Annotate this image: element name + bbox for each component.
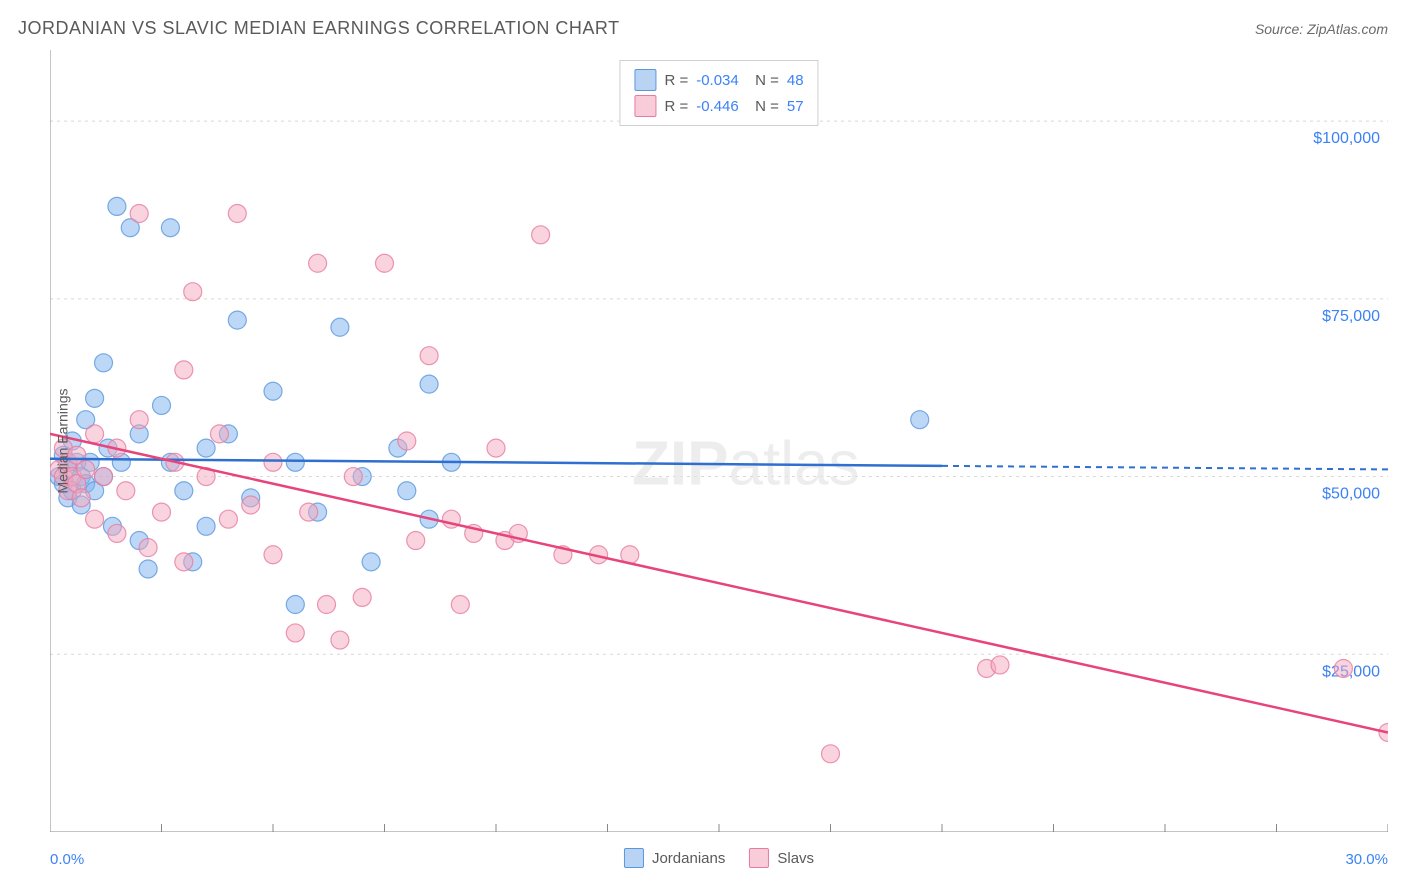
swatch-jordanians-icon	[624, 848, 644, 868]
chart-source: Source: ZipAtlas.com	[1255, 21, 1388, 37]
y-axis-label: Median Earnings	[55, 388, 71, 493]
x-max-label: 30.0%	[1345, 851, 1388, 868]
svg-text:$100,000: $100,000	[1313, 130, 1380, 147]
legend-label-jordanians: Jordanians	[652, 850, 725, 867]
correlation-legend: R = -0.034 N = 48 R = -0.446 N = 57	[619, 60, 818, 126]
svg-text:$75,000: $75,000	[1322, 308, 1380, 325]
legend-item-jordanians: Jordanians	[624, 848, 725, 868]
series-legend: Jordanians Slavs	[624, 848, 814, 868]
legend-row-slavs: R = -0.446 N = 57	[634, 93, 803, 119]
legend-label-slavs: Slavs	[777, 850, 814, 867]
n-value-slavs: 57	[787, 98, 804, 115]
legend-item-slavs: Slavs	[749, 848, 814, 868]
chart-title: JORDANIAN VS SLAVIC MEDIAN EARNINGS CORR…	[18, 18, 620, 39]
chart-container: Median Earnings R = -0.034 N = 48 R = -0…	[50, 50, 1388, 832]
swatch-slavs-icon	[749, 848, 769, 868]
x-min-label: 0.0%	[50, 851, 84, 868]
legend-row-jordanians: R = -0.034 N = 48	[634, 67, 803, 93]
n-value-jordanians: 48	[787, 72, 804, 89]
r-value-slavs: -0.446	[696, 98, 739, 115]
r-value-jordanians: -0.034	[696, 72, 739, 89]
svg-text:$50,000: $50,000	[1322, 486, 1380, 503]
swatch-jordanians-icon	[634, 69, 656, 91]
swatch-slavs-icon	[634, 95, 656, 117]
scatter-chart: $25,000$50,000$75,000$100,000ZIPatlas	[50, 50, 1388, 832]
chart-header: JORDANIAN VS SLAVIC MEDIAN EARNINGS CORR…	[18, 18, 1388, 39]
